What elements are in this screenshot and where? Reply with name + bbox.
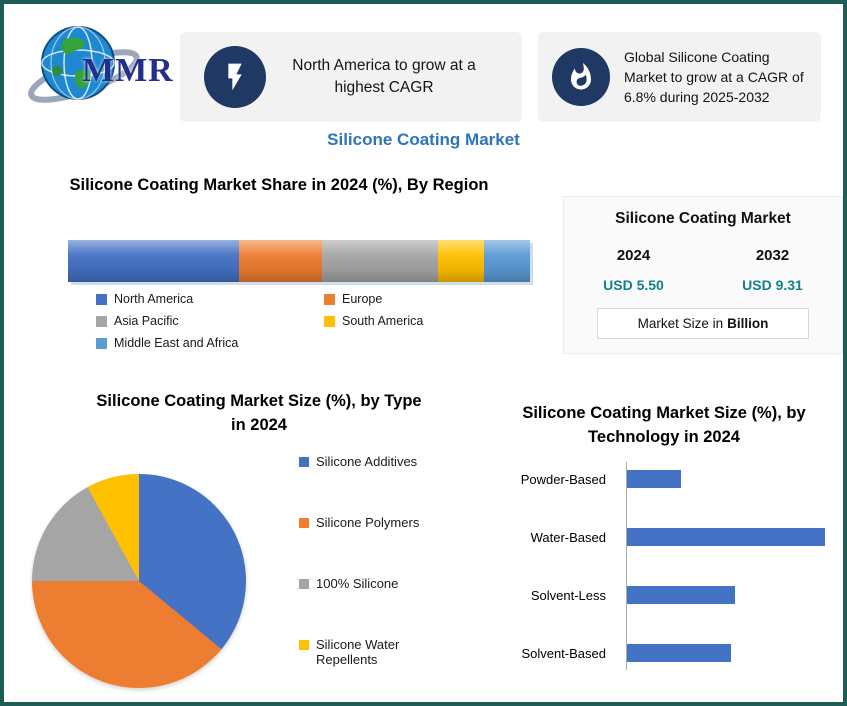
tech-bar-water-based bbox=[627, 528, 825, 546]
year-2032-label: 2032 bbox=[755, 247, 790, 264]
callout-north-america-cagr: North America to grow at a highest CAGR bbox=[180, 32, 522, 122]
legend-swatch-icon bbox=[96, 315, 107, 327]
technology-chart-title: Silicone Coating Market Size (%), by Tec… bbox=[522, 404, 806, 446]
year-2024-label: 2024 bbox=[616, 247, 651, 264]
region-legend-item-europe: Europe bbox=[324, 292, 526, 306]
technology-bars: Powder-Based Water-Based Solvent-Less Solve… bbox=[502, 470, 843, 662]
legend-label: Silicone Water Repellents bbox=[316, 637, 400, 667]
panel-values: USD 5.50 USD 9.31 bbox=[564, 277, 842, 293]
legend-label: Silicone Polymers bbox=[316, 515, 420, 530]
type-legend-item-silicone-polymers: Silicone Polymers bbox=[299, 515, 459, 530]
market-size-note: Market Size in Billion bbox=[597, 308, 809, 339]
tech-category-label: Solvent-Less bbox=[530, 587, 606, 603]
panel-years: 2024 2032 bbox=[564, 247, 842, 264]
legend-swatch-icon bbox=[96, 293, 107, 305]
legend-swatch-icon bbox=[324, 315, 335, 327]
callout-global-cagr: Global Silicone Coating Market to grow a… bbox=[538, 32, 821, 122]
note-bold: Billion bbox=[727, 316, 769, 331]
region-legend-item-middle-east-and-africa: Middle East and Africa bbox=[96, 336, 324, 350]
type-chart-title: Silicone Coating Market Size (%), by Typ… bbox=[96, 392, 422, 434]
value-2024: USD 5.50 bbox=[603, 277, 664, 293]
tech-category-label: Powder-Based bbox=[520, 471, 606, 487]
legend-label: Middle East and Africa bbox=[114, 336, 239, 350]
region-legend-item-south-america: South America bbox=[324, 314, 526, 328]
axis-line bbox=[626, 462, 627, 670]
technology-bar-chart: Powder-Based Water-Based Solvent-Less Solve… bbox=[502, 462, 843, 670]
tech-bar-track bbox=[627, 470, 843, 488]
region-legend: North America Europe Asia Pacific South Ame… bbox=[96, 292, 526, 350]
tech-bar-track bbox=[627, 586, 843, 604]
tech-row-solvent-based: Solvent-Based bbox=[502, 644, 843, 662]
region-stacked-bar bbox=[68, 240, 530, 282]
region-segment-europe bbox=[238, 240, 323, 282]
region-legend-item-north-america: North America bbox=[96, 292, 324, 306]
panel-title: Silicone Coating Market bbox=[615, 210, 791, 227]
tech-category-label: Solvent-Based bbox=[521, 645, 606, 661]
market-size-panel: Silicone Coating Market 2024 2032 USD 5.… bbox=[563, 196, 843, 354]
flame-icon bbox=[552, 48, 610, 106]
globe-icon bbox=[28, 26, 140, 103]
type-legend-item-silicone-additives: Silicone Additives bbox=[299, 454, 459, 469]
value-2032: USD 9.31 bbox=[742, 277, 803, 293]
legend-swatch-icon bbox=[96, 337, 107, 349]
type-pie-legend: Silicone Additives Silicone Polymers 100% … bbox=[299, 454, 459, 667]
region-chart-title: Silicone Coating Market Share in 2024 (%… bbox=[69, 176, 489, 194]
tech-bar-solvent-less bbox=[627, 586, 735, 604]
tech-bar-track bbox=[627, 644, 843, 662]
callout-text: Global Silicone Coating Market to grow a… bbox=[624, 48, 804, 106]
tech-bar-powder-based bbox=[627, 470, 681, 488]
region-segment-south-america bbox=[437, 240, 484, 282]
region-segment-north-america bbox=[68, 240, 239, 282]
lightning-bolt-icon bbox=[204, 46, 266, 108]
legend-swatch-icon bbox=[299, 518, 309, 528]
tech-row-solvent-less: Solvent-Less bbox=[502, 586, 843, 604]
page-title: Silicone Coating Market bbox=[327, 130, 520, 149]
legend-label: Asia Pacific bbox=[114, 314, 179, 328]
type-legend-item-100-silicone: 100% Silicone bbox=[299, 576, 459, 591]
legend-swatch-icon bbox=[299, 457, 309, 467]
legend-label: South America bbox=[342, 314, 424, 328]
tech-row-water-based: Water-Based bbox=[502, 528, 843, 546]
tech-bar-solvent-based bbox=[627, 644, 731, 662]
legend-swatch-icon bbox=[299, 579, 309, 589]
tech-row-powder-based: Powder-Based bbox=[502, 470, 843, 488]
logo-text: MMR bbox=[82, 52, 174, 89]
tech-category-label: Water-Based bbox=[530, 529, 606, 545]
legend-label: Silicone Additives bbox=[316, 454, 418, 469]
legend-swatch-icon bbox=[324, 293, 335, 305]
region-segment-asia-pacific bbox=[322, 240, 438, 282]
region-segment-middle-east-and-africa bbox=[483, 240, 530, 282]
type-legend-item-silicone-water-repellents: Silicone Water Repellents bbox=[299, 637, 459, 667]
legend-swatch-icon bbox=[299, 640, 309, 650]
mmr-logo: MMR bbox=[26, 16, 186, 120]
legend-label: North America bbox=[114, 292, 194, 306]
region-legend-item-asia-pacific: Asia Pacific bbox=[96, 314, 324, 328]
legend-label: 100% Silicone bbox=[316, 576, 399, 591]
note-plain: Market Size in bbox=[637, 316, 724, 331]
type-pie-chart bbox=[32, 474, 246, 688]
legend-label: Europe bbox=[342, 292, 383, 306]
callout-text: North America to grow at a highest CAGR bbox=[292, 56, 476, 96]
tech-bar-track bbox=[627, 528, 843, 546]
